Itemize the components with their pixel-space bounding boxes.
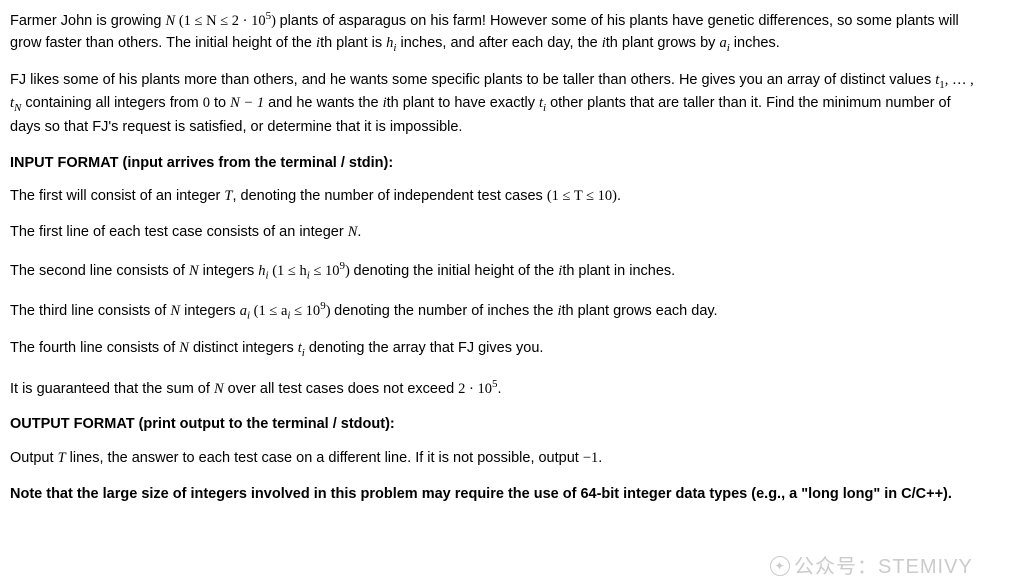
input-line-2: The first line of each test case consist…	[10, 222, 985, 244]
var-N: N	[214, 380, 224, 396]
text: th plant grows by	[606, 35, 720, 51]
text: .	[498, 380, 502, 396]
range: ≤ 10	[310, 263, 340, 279]
var-N: N	[170, 303, 180, 319]
text: )	[326, 303, 334, 319]
text: , denoting the number of independent tes…	[232, 188, 546, 204]
input-line-6: It is guaranteed that the sum of N over …	[10, 376, 985, 401]
text: inches, and after each day, the	[396, 35, 601, 51]
range: (1 ≤ T ≤ 10)	[547, 188, 617, 204]
range: 1 ≤ a	[259, 303, 288, 319]
var-ai: a	[719, 35, 726, 51]
text: over all test cases does not exceed	[224, 380, 459, 396]
text: th plant is	[320, 35, 386, 51]
text: The third line consists of	[10, 303, 170, 319]
watermark-icon: ✦	[770, 556, 790, 576]
text: denoting the initial height of the	[354, 263, 559, 279]
text: The first line of each test case consist…	[10, 224, 348, 240]
text: The fourth line consists of	[10, 340, 179, 356]
var-ai: a	[240, 303, 247, 319]
range: ≤ 10	[290, 303, 320, 319]
input-line-5: The fourth line consists of N distinct i…	[10, 338, 985, 361]
text: (	[269, 263, 277, 279]
watermark-text: 公众号：STEMIVY	[794, 556, 973, 578]
text: th plant grows each day.	[561, 303, 717, 319]
text: lines, the answer to each test case on a…	[66, 450, 583, 466]
text: to	[210, 95, 230, 111]
text: FJ likes some of his plants more than ot…	[10, 72, 935, 88]
text: integers	[199, 263, 259, 279]
text: Farmer John is growing	[10, 13, 166, 29]
input-format-header: INPUT FORMAT (input arrives from the ter…	[10, 153, 985, 175]
text: inches.	[730, 35, 780, 51]
paragraph-request: FJ likes some of his plants more than ot…	[10, 70, 985, 139]
output-line-1: Output T lines, the answer to each test …	[10, 448, 985, 470]
text: th plant to have exactly	[387, 95, 539, 111]
var-T: T	[58, 450, 66, 466]
text: (	[175, 13, 183, 29]
text: integers	[180, 303, 240, 319]
var-N: N	[189, 263, 199, 279]
var-N: N	[166, 13, 176, 29]
zero: 0	[203, 95, 210, 111]
neg1: −1	[583, 450, 598, 466]
var-N: N	[348, 224, 358, 240]
range: 1 ≤ h	[277, 263, 307, 279]
input-line-3: The second line consists of N integers h…	[10, 258, 985, 284]
text: The second line consists of	[10, 263, 189, 279]
text: It is guaranteed that the sum of	[10, 380, 214, 396]
text: )	[271, 13, 279, 29]
text: .	[598, 450, 602, 466]
text: containing all integers from	[21, 95, 202, 111]
text: denoting the array that FJ gives you.	[305, 340, 544, 356]
note-64bit: Note that the large size of integers inv…	[10, 484, 985, 506]
text: (	[250, 303, 258, 319]
text: )	[345, 263, 353, 279]
output-format-header: OUTPUT FORMAT (print output to the termi…	[10, 414, 985, 436]
paragraph-intro: Farmer John is growing N (1 ≤ N ≤ 2 · 10…	[10, 8, 985, 56]
var-hi: h	[258, 263, 265, 279]
var-N: N	[179, 340, 189, 356]
input-line-4: The third line consists of N integers ai…	[10, 298, 985, 324]
text: .	[617, 188, 621, 204]
watermark: ✦公众号：STEMIVY	[770, 552, 973, 582]
text: .	[357, 224, 361, 240]
range: 1 ≤ N ≤ 2 · 10	[184, 13, 266, 29]
dots: , … ,	[945, 72, 974, 88]
text: and he wants the	[264, 95, 383, 111]
text: denoting the number of inches the	[334, 303, 557, 319]
text: Output	[10, 450, 58, 466]
text: th plant in inches.	[562, 263, 675, 279]
lim: 2 · 10	[458, 380, 492, 396]
text: The first will consist of an integer	[10, 188, 224, 204]
input-line-1: The first will consist of an integer T, …	[10, 186, 985, 208]
text: distinct integers	[189, 340, 298, 356]
Nm1: N − 1	[230, 95, 264, 111]
